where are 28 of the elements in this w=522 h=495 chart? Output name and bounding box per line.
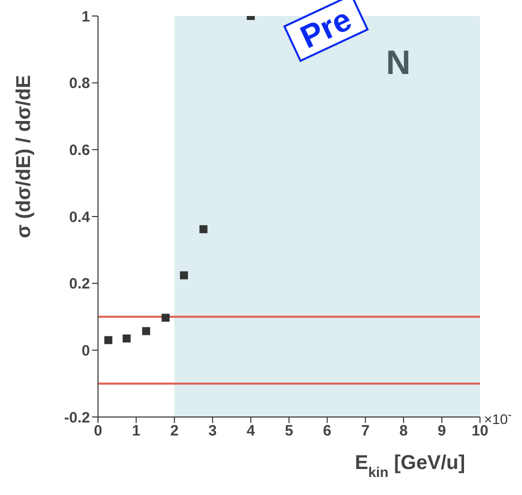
y-tick-label: 0.4 — [69, 208, 91, 226]
y-tick-label: -0.2 — [64, 409, 90, 426]
y-tick-label: 1 — [82, 8, 90, 26]
point — [122, 334, 131, 342]
y-tick-label: 0 — [82, 342, 90, 360]
x-tick-label: 10 — [472, 422, 488, 440]
point — [104, 336, 112, 344]
x-tick-label: 6 — [323, 422, 332, 440]
x-tick-label: 2 — [170, 422, 179, 440]
x-tick-label: 3 — [208, 422, 217, 440]
y-tick-label: 0.6 — [69, 142, 90, 159]
point — [180, 271, 188, 280]
y-axis-title: σ (dσ/dE) / dσ/dE — [13, 74, 35, 238]
x-tick-label: 4 — [246, 422, 256, 440]
x-tick-label: 5 — [284, 422, 294, 440]
x-tick-label: 7 — [361, 422, 370, 440]
point — [199, 225, 208, 234]
point — [162, 314, 170, 322]
x-tick-label: 0 — [94, 422, 102, 440]
annotation: N — [386, 44, 411, 82]
x-tick-label: 8 — [399, 422, 408, 440]
x-tick-label: 9 — [438, 422, 446, 440]
x-tick-label: 1 — [132, 422, 140, 440]
annotation: Pre — [294, 0, 357, 56]
x-axis-title: E$_{kin}$ [GeV/u] — [354, 452, 466, 480]
point — [142, 327, 150, 336]
y-tick-label: 0.2 — [69, 276, 90, 293]
y-tick-label: 0.8 — [69, 75, 90, 92]
